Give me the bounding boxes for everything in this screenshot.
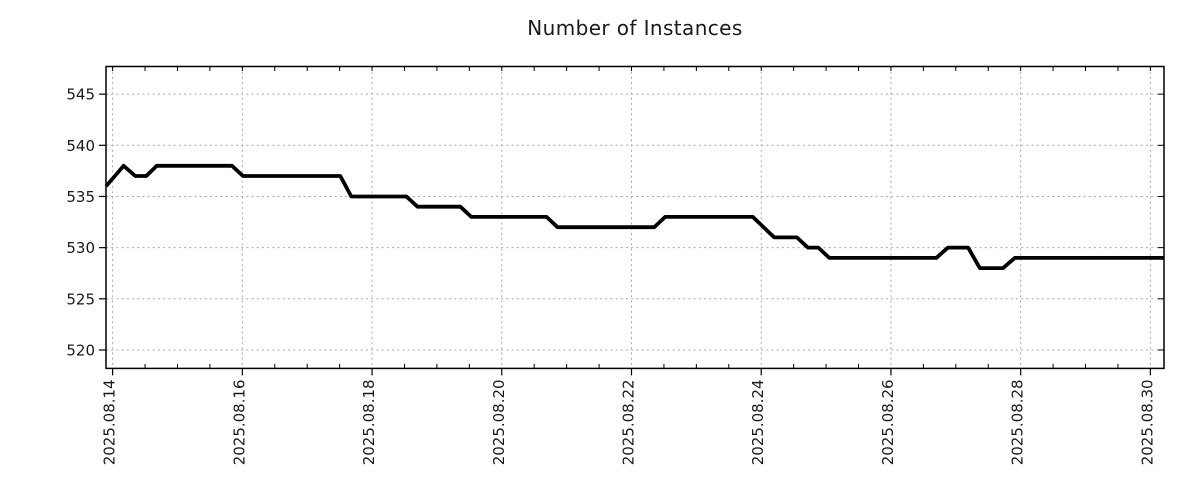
x-tick-label: 2025.08.30	[1138, 379, 1156, 465]
x-tick-label: 2025.08.18	[360, 379, 378, 465]
y-tick-label: 545	[66, 86, 95, 104]
y-tick-label: 530	[66, 239, 95, 257]
y-tick-label: 540	[66, 137, 95, 155]
chart-title: Number of Instances	[527, 16, 743, 40]
y-tick-label: 525	[66, 290, 95, 308]
plot-border	[105, 65, 1165, 370]
y-tick-label: 535	[66, 188, 95, 206]
x-tick-label: 2025.08.20	[490, 379, 508, 465]
x-tick-label: 2025.08.22	[619, 379, 637, 465]
series-line	[104, 163, 1164, 271]
x-tick-label: 2025.08.24	[749, 379, 767, 465]
x-tick-label: 2025.08.16	[230, 379, 248, 465]
x-tick-label: 2025.08.26	[879, 379, 897, 465]
x-tick-label: 2025.08.28	[1009, 379, 1027, 465]
y-tick-label: 520	[66, 341, 95, 359]
x-tick-label: 2025.08.14	[101, 379, 119, 465]
